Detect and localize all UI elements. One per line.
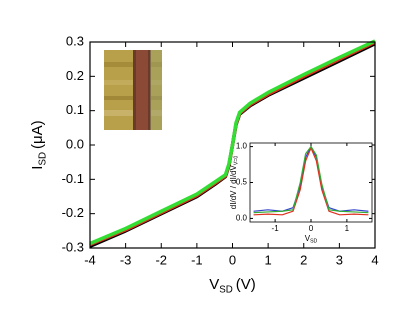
x-tick-label: 0 (309, 224, 314, 233)
x-tick-label: 0 (229, 252, 236, 267)
axis-label-main: I (29, 166, 46, 170)
axis-label: VSD (V) (209, 276, 256, 295)
axis-label-unit: (μA) (29, 120, 46, 149)
axis-label: dI/dV / dI/dVV=0 (229, 156, 240, 210)
data-line (253, 145, 369, 214)
axis-label: VSD (305, 234, 318, 245)
y-tick-label: 0.2 (66, 68, 84, 83)
y-tick-label: 0.0 (236, 214, 248, 223)
y-tick-label: 0.3 (66, 33, 84, 48)
axis-label-main: V (305, 234, 311, 243)
y-tick-label: 0.5 (236, 178, 248, 187)
axis-label-sub: V=0 (234, 156, 240, 165)
data-line (253, 147, 369, 216)
x-tick-label: -3 (120, 252, 132, 267)
x-tick-label: 4 (371, 252, 378, 267)
x-tick-label: 3 (336, 252, 343, 267)
x-tick-label: -1 (191, 252, 203, 267)
axis-label-sub: SD (310, 239, 317, 245)
data-line (89, 39, 376, 246)
axis-label-main: V (209, 276, 219, 293)
axis-label-main: dI/dV / dI/dV (229, 165, 238, 210)
x-tick-label: -4 (84, 252, 96, 267)
axis-label-unit: (V) (236, 276, 256, 293)
y-tick-label: 0.1 (66, 102, 84, 117)
x-tick-label: 1 (345, 224, 350, 233)
axis-label: ISD (μA) (29, 120, 48, 169)
x-tick-label: 2 (300, 252, 307, 267)
y-tick-label: -0.1 (62, 171, 84, 186)
y-tick-label: 1.0 (236, 142, 248, 151)
y-tick-label: -0.2 (62, 205, 84, 220)
y-tick-label: 0.0 (66, 136, 84, 151)
inset-background (250, 143, 372, 222)
axis-label-sub: SD (219, 284, 233, 295)
axis-label-sub: SD (37, 152, 48, 166)
x-tick-label: -2 (155, 252, 167, 267)
x-tick-label: -1 (272, 224, 280, 233)
y-tick-label: -0.3 (62, 239, 84, 254)
x-tick-label: 1 (265, 252, 272, 267)
photo-inset (104, 50, 162, 130)
